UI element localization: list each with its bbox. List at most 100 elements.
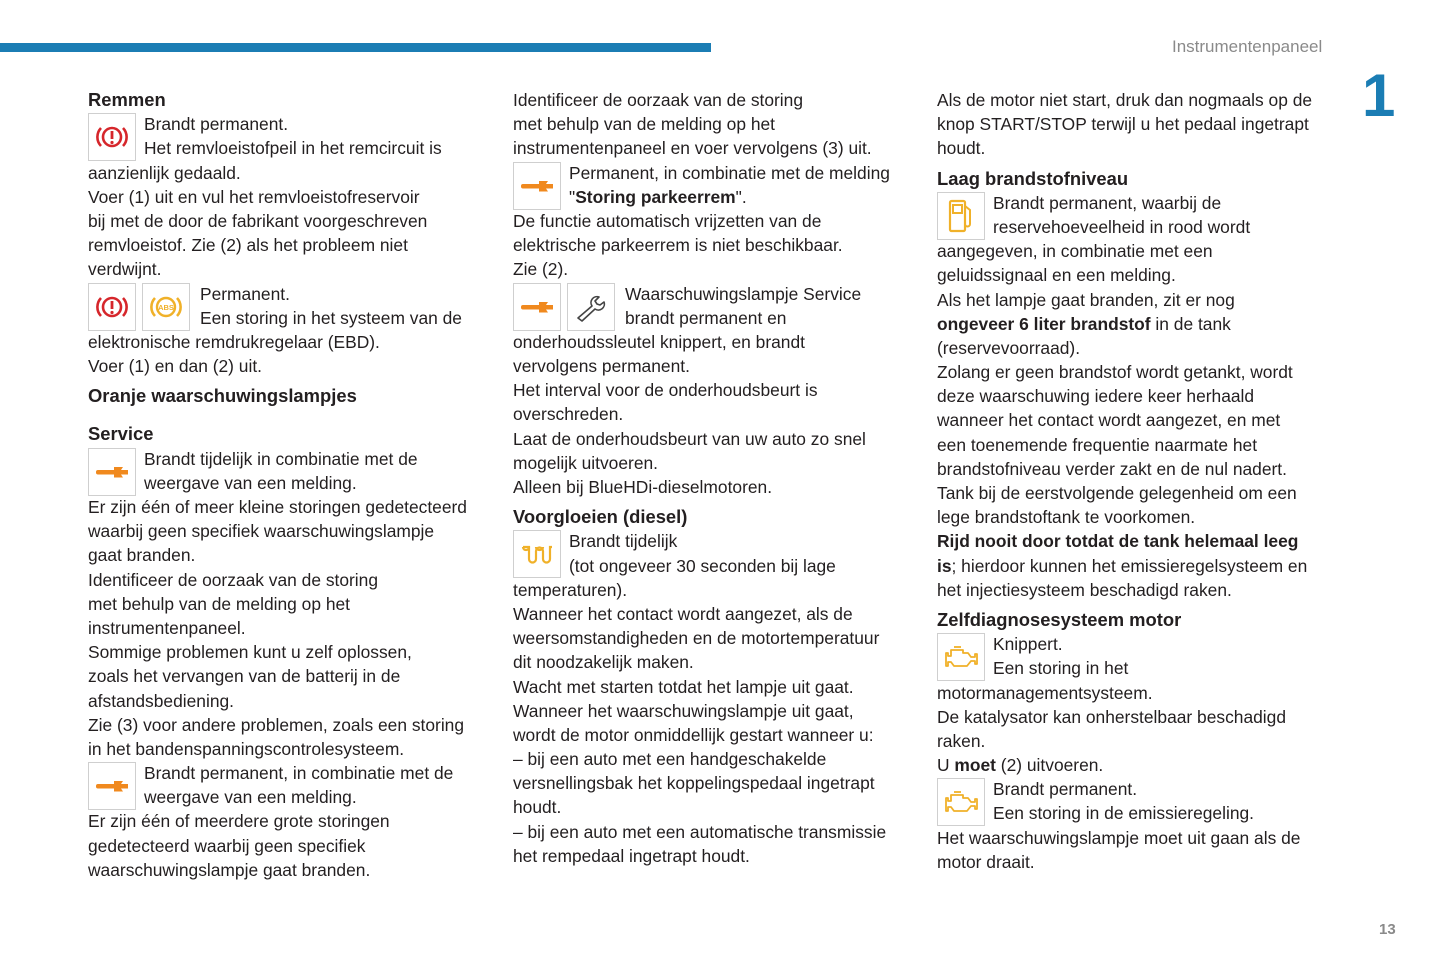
text-block: Brandt permanent. Een storing in de emiss… [937, 777, 1347, 874]
section-heading: Laag brandstofniveau [937, 167, 1129, 189]
bold-text: Rijd nooit door totdat de tank helemaal … [937, 531, 1299, 552]
text-line: geluidssignaal en een melding. [937, 265, 1176, 286]
text-block: Brandt permanent, waarbij de reservehoeve… [937, 191, 1347, 602]
warning-lamp-group [937, 777, 985, 827]
text-run: ; hierdoor kunnen het emissieregelsystee… [951, 555, 1308, 576]
text-line: wordt de motor onmiddellijk gestart wann… [513, 724, 874, 745]
text-line: Als de motor niet start, druk dan nogmaa… [937, 90, 1313, 110]
text-line: Brandt permanent. [144, 114, 289, 135]
text-line: het rempedaal ingetrapt houdt. [513, 845, 750, 866]
text-line: aanzienlijk gedaald. [88, 162, 241, 183]
text-line: Zie (2). [513, 259, 569, 280]
text-line: Het interval voor de onderhoudsbeurt is [513, 380, 818, 401]
text-line: Brandt permanent, waarbij de [993, 192, 1222, 213]
text-block: Als de motor niet start, druk dan nogmaa… [937, 88, 1347, 161]
text-line: motor draait. [937, 851, 1035, 872]
text-line: Wanneer het waarschuwingslampje uit gaat… [513, 700, 854, 721]
warning-lamp-group [937, 632, 985, 682]
text-line: Brandt permanent. [993, 779, 1138, 800]
text-line: Brandt permanent, in combinatie met de [144, 763, 454, 784]
warning-lamp-group [88, 761, 136, 811]
text-line: U moet (2) uitvoeren. [937, 753, 1347, 777]
text-line: Brandt tijdelijk in combinatie met de [144, 448, 418, 469]
text-block: Waarschuwingslampje Service brandt perman… [513, 282, 923, 500]
text-line: (tot ongeveer 30 seconden bij lage [569, 555, 836, 576]
service-wrench-icon [513, 161, 561, 210]
text-block: ABS Permanent. Een storing in het systeem … [88, 282, 498, 379]
text-run: " [569, 186, 576, 207]
warning-lamp-group [513, 529, 561, 579]
text-line: Er zijn één of meerdere grote storingen [88, 811, 390, 832]
text-line: onderhoudssleutel knippert, en brandt [513, 331, 805, 352]
text-line: elektrische parkeerrem is niet beschikba… [513, 235, 843, 256]
text-line: Het remvloeistofpeil in het remcircuit i… [144, 138, 442, 159]
text-line: mogelijk uitvoeren. [513, 452, 658, 473]
text-line: houdt. [937, 138, 986, 159]
text-line: instrumentenpaneel en voer vervolgens (3… [513, 138, 872, 159]
text-line: deze waarschuwing iedere keer herhaald [937, 386, 1255, 407]
text-line: (reservevoorraad). [937, 337, 1081, 358]
engine-check-icon [937, 633, 985, 682]
text-line: Alleen bij BlueHDi-dieselmotoren. [513, 477, 773, 497]
text-line: – bij een auto met een automatische tran… [513, 821, 887, 842]
section-heading: Voorgloeien (diesel) [513, 506, 688, 528]
column-3: Als de motor niet start, druk dan nogmaa… [937, 88, 1347, 874]
bold-text: is [937, 555, 952, 576]
text-line: Wacht met starten totdat het lampje uit … [513, 676, 854, 697]
text-run: (2) uitvoeren. [995, 755, 1104, 776]
text-line: Laat de onderhoudsbeurt van uw auto zo s… [513, 428, 866, 449]
preheating-coil-icon [513, 530, 561, 579]
text-line: versnellingsbak het koppelingspedaal ing… [513, 773, 875, 794]
text-line: dit noodzakelijk maken. [513, 652, 694, 673]
warning-lamp-group [88, 447, 136, 496]
text-line: Rijd nooit door totdat de tank helemaal … [937, 529, 1347, 553]
text-line: Zie (3) voor andere problemen, zoals een… [88, 714, 465, 735]
text-line: Wanneer het contact wordt aangezet, als … [513, 603, 853, 624]
warning-lamp-group [513, 161, 561, 210]
warning-lamp-group [88, 112, 136, 162]
text-line: Waarschuwingslampje Service [625, 283, 862, 304]
text-line: met behulp van de melding op het [88, 593, 351, 614]
text-line: temperaturen). [513, 579, 628, 600]
text-line: overschreden. [513, 404, 624, 425]
text-block: Brandt permanent, in combinatie met de we… [88, 761, 498, 882]
text-line: instrumentenpaneel. [88, 617, 246, 638]
text-line: knop START/STOP terwijl u het pedaal ing… [937, 114, 1309, 135]
text-run: U [937, 755, 955, 776]
text-line: Voer (1) uit en vul het remvloeistofrese… [88, 186, 420, 207]
brake-warning-icon [88, 282, 136, 331]
text-line: Als het lampje gaat branden, zit er nog [937, 289, 1235, 310]
text-block: Identificeer de oorzaak van de storing me… [513, 88, 923, 161]
text-line: Permanent. [200, 283, 290, 304]
text-line: Brandt tijdelijk [569, 531, 678, 552]
text-line: weersomstandigheden en de motortemperatu… [513, 628, 880, 649]
text-line: Een storing in de emissieregeling. [993, 803, 1255, 824]
text-run: in de tank [1150, 313, 1231, 334]
section-heading: Remmen [88, 89, 166, 110]
text-line: motormanagementsysteem. [937, 682, 1153, 703]
text-line: weergave van een melding. [144, 787, 357, 808]
text-line: afstandsbediening. [88, 690, 235, 711]
warning-lamp-group [937, 191, 985, 240]
text-line: brandt permanent en [625, 307, 787, 328]
text-run: ". [735, 186, 747, 207]
page-number: 13 [1379, 921, 1396, 938]
section-title: Instrumentenpaneel [1172, 37, 1323, 56]
text-line: Sommige problemen kunt u zelf oplossen, [88, 642, 412, 663]
text-line: – bij een auto met een handgeschakelde [513, 749, 827, 770]
text-line: De functie automatisch vrijzetten van de [513, 210, 822, 231]
text-line: Tank bij de eerstvolgende gelegenheid om… [937, 483, 1297, 503]
text-line: gaat branden. [88, 545, 196, 566]
text-block: Brandt permanent. Het remvloeistofpeil in… [88, 112, 498, 281]
text-line: met behulp van de melding op het [513, 114, 776, 135]
maintenance-spanner-icon [567, 282, 615, 331]
column-2: Identificeer de oorzaak van de storing me… [513, 88, 923, 868]
abs-warning-icon: ABS [142, 282, 190, 331]
text-line: aangegeven, in combinatie met een [937, 241, 1213, 262]
text-line: Zolang er geen brandstof wordt getankt, … [937, 362, 1293, 383]
text-line: De katalysator kan onherstelbaar beschad… [937, 706, 1286, 727]
text-line: ongeveer 6 liter brandstof in de tank [937, 312, 1347, 336]
text-line: zoals het vervangen van de batterij in d… [88, 666, 401, 687]
service-wrench-icon [88, 762, 136, 811]
